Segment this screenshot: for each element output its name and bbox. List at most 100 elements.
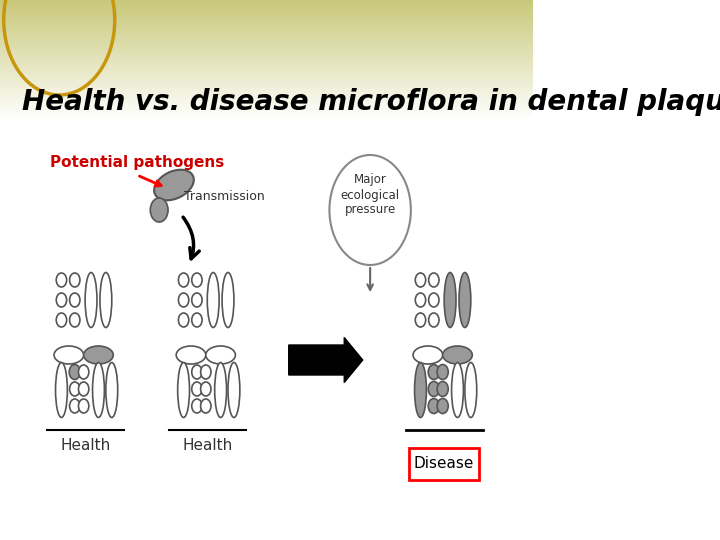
- Circle shape: [201, 399, 211, 413]
- Bar: [0, 64, 533, 65]
- Bar: [0, 80, 533, 81]
- Ellipse shape: [443, 346, 472, 364]
- FancyBboxPatch shape: [410, 448, 479, 480]
- Ellipse shape: [415, 362, 426, 417]
- Bar: [0, 94, 533, 95]
- Circle shape: [428, 381, 439, 396]
- Text: Potential pathogens: Potential pathogens: [50, 155, 225, 170]
- Circle shape: [179, 273, 189, 287]
- Text: Disease: Disease: [414, 456, 474, 471]
- Bar: [0, 30, 533, 31]
- Bar: [0, 63, 533, 64]
- Circle shape: [78, 365, 89, 379]
- Ellipse shape: [154, 170, 194, 200]
- Bar: [0, 101, 533, 102]
- Bar: [0, 68, 533, 69]
- Bar: [0, 118, 533, 119]
- Ellipse shape: [207, 273, 219, 327]
- Bar: [0, 86, 533, 87]
- Circle shape: [70, 399, 80, 413]
- Bar: [0, 73, 533, 74]
- Bar: [0, 16, 533, 17]
- Bar: [0, 9, 533, 10]
- Bar: [0, 14, 533, 15]
- Ellipse shape: [459, 273, 471, 327]
- Bar: [0, 50, 533, 51]
- Bar: [0, 23, 533, 24]
- Bar: [0, 95, 533, 96]
- Bar: [0, 18, 533, 19]
- Bar: [0, 40, 533, 41]
- Text: Health: Health: [60, 438, 110, 453]
- Bar: [0, 45, 533, 46]
- Ellipse shape: [55, 362, 68, 417]
- Text: Health: Health: [182, 438, 233, 453]
- Circle shape: [437, 381, 449, 396]
- Bar: [0, 112, 533, 113]
- Circle shape: [428, 293, 439, 307]
- Bar: [0, 83, 533, 84]
- Bar: [0, 66, 533, 67]
- Circle shape: [70, 382, 80, 396]
- Circle shape: [70, 293, 80, 307]
- Bar: [0, 19, 533, 20]
- Bar: [0, 39, 533, 40]
- Ellipse shape: [178, 362, 189, 417]
- Ellipse shape: [215, 362, 227, 417]
- Bar: [0, 82, 533, 83]
- Ellipse shape: [228, 362, 240, 417]
- Bar: [0, 17, 533, 18]
- Bar: [0, 15, 533, 16]
- Circle shape: [192, 293, 202, 307]
- Circle shape: [437, 364, 449, 380]
- Bar: [0, 1, 533, 2]
- Bar: [0, 33, 533, 34]
- Circle shape: [192, 313, 202, 327]
- Bar: [0, 11, 533, 12]
- Bar: [0, 42, 533, 43]
- Bar: [0, 72, 533, 73]
- Circle shape: [428, 364, 439, 380]
- Circle shape: [428, 273, 439, 287]
- Bar: [0, 54, 533, 55]
- Circle shape: [428, 313, 439, 327]
- Bar: [0, 116, 533, 117]
- Ellipse shape: [444, 273, 456, 327]
- Bar: [0, 111, 533, 112]
- Text: Transmission: Transmission: [184, 190, 264, 202]
- Bar: [0, 56, 533, 57]
- Bar: [0, 92, 533, 93]
- Circle shape: [70, 273, 80, 287]
- Bar: [0, 69, 533, 70]
- Bar: [0, 85, 533, 86]
- Circle shape: [201, 382, 211, 396]
- Bar: [0, 5, 533, 6]
- Bar: [0, 52, 533, 53]
- Bar: [0, 24, 533, 25]
- Bar: [0, 120, 533, 540]
- Bar: [0, 32, 533, 33]
- Circle shape: [437, 399, 449, 414]
- Circle shape: [69, 364, 81, 380]
- Bar: [0, 70, 533, 71]
- Bar: [0, 34, 533, 35]
- Bar: [0, 75, 533, 76]
- Circle shape: [78, 399, 89, 413]
- Bar: [0, 21, 533, 22]
- Circle shape: [192, 273, 202, 287]
- Circle shape: [415, 313, 426, 327]
- Circle shape: [415, 273, 426, 287]
- Bar: [0, 36, 533, 37]
- Bar: [0, 115, 533, 116]
- Bar: [0, 6, 533, 7]
- Ellipse shape: [84, 346, 113, 364]
- Bar: [0, 110, 533, 111]
- Bar: [0, 12, 533, 13]
- Bar: [0, 106, 533, 107]
- Bar: [0, 59, 533, 60]
- Ellipse shape: [222, 273, 234, 327]
- Circle shape: [78, 382, 89, 396]
- Text: Health vs. disease microflora in dental plaque: Health vs. disease microflora in dental …: [22, 88, 720, 116]
- Bar: [0, 4, 533, 5]
- Bar: [0, 49, 533, 50]
